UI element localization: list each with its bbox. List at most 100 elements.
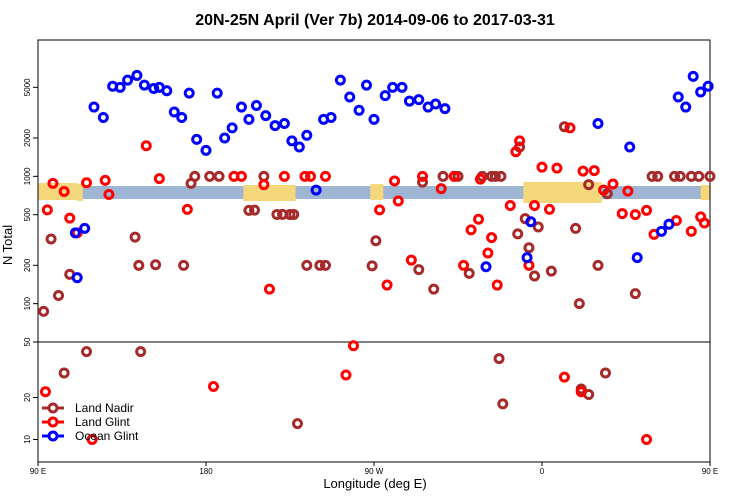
ocean-glint-point [176, 111, 188, 123]
land-glint-point [64, 212, 76, 224]
y-tick-label: 100 [23, 296, 32, 310]
ocean-glint-point [243, 113, 255, 125]
ocean-glint-point [325, 111, 337, 123]
land-band-segment [523, 182, 602, 203]
land-glint-point [458, 259, 470, 271]
land-nadir-point [545, 265, 557, 277]
ocean-glint-point [148, 82, 160, 94]
ocean-glint-point [439, 103, 451, 115]
land-glint-point [529, 200, 541, 212]
ocean-glint-point [310, 184, 322, 196]
ocean-glint-point [183, 87, 195, 99]
land-nadir-point [512, 228, 524, 240]
ocean-glint-point [97, 111, 109, 123]
land-glint-point [81, 177, 93, 189]
ocean-glint-point [680, 101, 692, 113]
ocean-glint-point [168, 106, 180, 118]
ocean-glint-point [293, 141, 305, 153]
y-tick-label: 1000 [23, 167, 32, 185]
land-glint-point [641, 204, 653, 216]
land-nadir-point [693, 170, 705, 182]
ocean-glint-point [219, 132, 231, 144]
land-glint-point [86, 433, 98, 445]
land-glint-point [435, 183, 447, 195]
land-nadir-point [417, 176, 429, 188]
land-nadir-point [150, 259, 162, 271]
land-glint-point [417, 170, 429, 182]
land-glint-point [340, 369, 352, 381]
ocean-glint-point [655, 225, 667, 237]
ocean-glint-point [396, 81, 408, 93]
land-nadir-point [204, 170, 216, 182]
land-nadir-point [493, 353, 505, 365]
ocean-glint-point [344, 91, 356, 103]
ocean-glint-point [361, 79, 373, 91]
land-glint-point [629, 209, 641, 221]
land-nadir-point [258, 170, 270, 182]
land-nadir-point [629, 288, 641, 300]
land-glint-point [263, 283, 275, 295]
land-glint-point [299, 170, 311, 182]
ocean-glint-point [301, 129, 313, 141]
y-tick-label: 5000 [23, 78, 32, 96]
land-glint-point [278, 170, 290, 182]
land-nadir-point [532, 221, 544, 233]
land-nadir-point [529, 270, 541, 282]
land-glint-point [347, 340, 359, 352]
land-glint-point [510, 146, 522, 158]
x-tick-label: 180 [199, 467, 213, 476]
ocean-glint-point [334, 74, 346, 86]
land-glint-point [374, 204, 386, 216]
land-nadir-point [129, 231, 141, 243]
land-nadir-point [301, 259, 313, 271]
ocean-glint-point [695, 86, 707, 98]
x-axis: 90 E 180 90 W 0 90 E [30, 462, 718, 476]
land-nadir-point [437, 170, 449, 182]
land-nadir-point [463, 267, 475, 279]
land-nadir-point [704, 170, 716, 182]
land-nadir-point [314, 259, 326, 271]
land-glint-point [482, 247, 494, 259]
land-glint-point [598, 184, 610, 196]
land-nadir-point [674, 170, 686, 182]
ocean-glint-point [69, 227, 81, 239]
y-tick-label: 200 [23, 258, 32, 272]
land-band-segment [243, 185, 296, 201]
land-glint-point [207, 380, 219, 392]
ocean-glint-point [663, 218, 675, 230]
ocean-glint-point [71, 272, 83, 284]
land-nadir-point [81, 346, 93, 358]
land-glint-point [41, 204, 53, 216]
y-tick-label: 50 [23, 337, 32, 346]
x-tick-label: 90 E [702, 467, 718, 476]
ocean-glint-point [278, 117, 290, 129]
legend-ocean-glint-label: Ocean Glint [75, 429, 139, 443]
land-nadir-point [135, 346, 147, 358]
ocean-glint-point [430, 98, 442, 110]
land-glint-point [39, 386, 51, 398]
ocean-glint-point [88, 101, 100, 113]
land-glint-point [698, 217, 710, 229]
land-nadir-point [288, 208, 300, 220]
ocean-glint-point [702, 80, 714, 92]
land-glint-point [465, 224, 477, 236]
land-nadir-point [38, 305, 50, 317]
ocean-glint-point [631, 252, 643, 264]
land-glint-point [103, 189, 115, 201]
ocean-glint-point [122, 74, 134, 86]
land-glint-point [389, 175, 401, 187]
ocean-glint-point [79, 222, 91, 234]
ocean-glint-point [260, 110, 272, 122]
land-nadir-point [413, 264, 425, 276]
land-nadir-point [599, 367, 611, 379]
land-glint-point [473, 213, 485, 225]
ocean-glint-point [379, 90, 391, 102]
land-glint-point [551, 162, 563, 174]
land-nadir-point [497, 398, 509, 410]
land-glint-point [58, 186, 70, 198]
ocean-glint-point [687, 70, 699, 82]
land-nadir-point [592, 259, 604, 271]
y-tick-label: 10 [23, 434, 32, 443]
ocean-glint-point [592, 117, 604, 129]
land-nadir-point [291, 418, 303, 430]
